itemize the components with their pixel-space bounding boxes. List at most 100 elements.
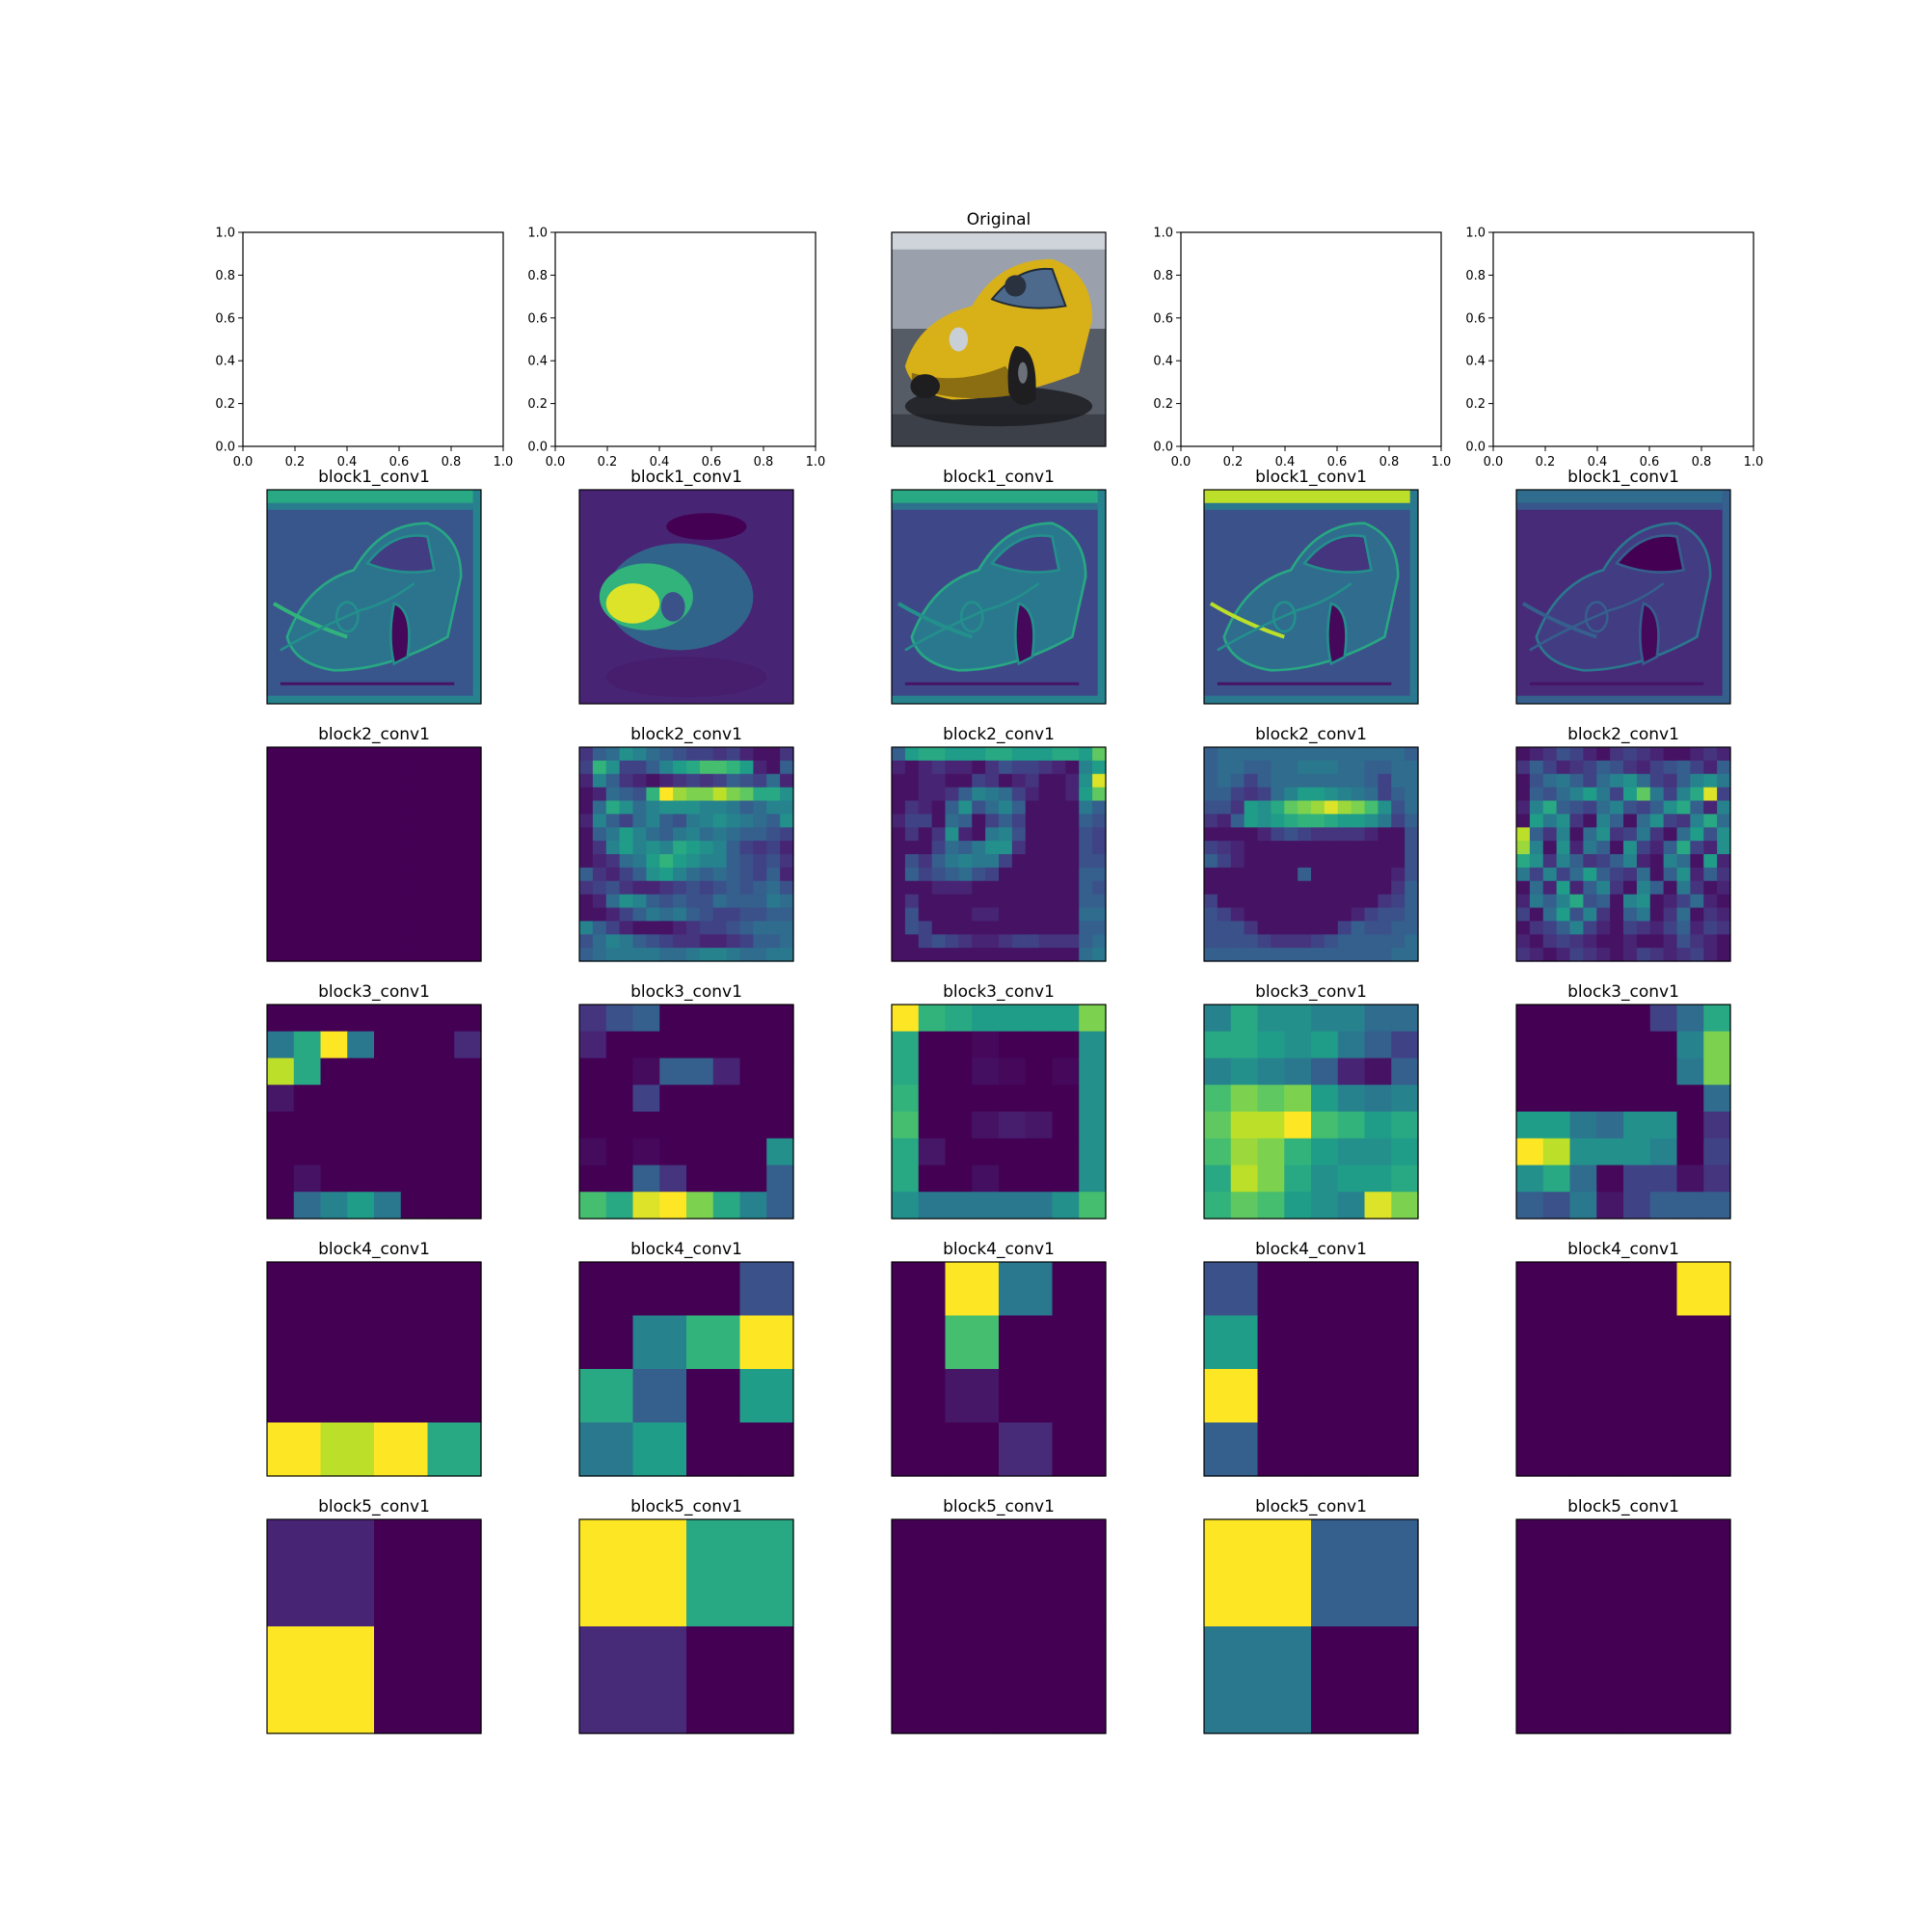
- heatmap-cell: [985, 948, 1000, 962]
- heatmap-cell: [726, 934, 741, 949]
- heatmap-cell: [1364, 814, 1379, 828]
- heatmap-cell: [739, 760, 754, 775]
- heatmap-cell: [1364, 867, 1379, 882]
- heatmap-cell: [1596, 1058, 1624, 1086]
- heatmap-cell: [1623, 1192, 1651, 1220]
- heatmap-cell: [1378, 787, 1392, 802]
- heatmap-cell: [1516, 787, 1531, 802]
- heatmap-cell: [931, 907, 947, 922]
- heatmap-cell: [1690, 921, 1704, 935]
- heatmap-cell: [374, 934, 388, 949]
- heatmap-cell: [1610, 854, 1624, 869]
- heatmap-cell: [632, 1369, 687, 1424]
- heatmap-cell: [1257, 800, 1272, 815]
- heatmap-cell: [1364, 827, 1379, 842]
- heatmap-cell: [1405, 814, 1419, 828]
- heatmap-cell: [427, 1422, 482, 1477]
- heatmap-cell: [1364, 1085, 1392, 1113]
- heatmap-cell: [904, 747, 920, 762]
- heatmap-cell: [592, 800, 607, 815]
- heatmap-cell: [267, 1031, 295, 1060]
- heatmap-cell: [699, 934, 714, 949]
- y-tick-label: 0.8: [527, 269, 548, 283]
- heatmap-cell: [1244, 880, 1259, 896]
- heatmap-cell: [454, 921, 469, 935]
- heatmap-cell: [686, 1031, 714, 1060]
- heatmap-cell: [918, 1138, 947, 1167]
- heatmap-cell: [646, 854, 660, 869]
- heatmap-cell: [892, 1085, 920, 1113]
- heatmap-cell: [931, 894, 947, 909]
- heatmap-cell: [347, 760, 362, 775]
- heatmap-cell: [361, 827, 375, 842]
- heatmap-cell: [1542, 787, 1558, 802]
- heatmap-cell: [766, 1165, 794, 1193]
- heatmap-cell: [1623, 880, 1638, 896]
- heatmap-cell: [1244, 934, 1259, 949]
- heatmap-cell: [579, 747, 594, 762]
- heatmap-29: [1516, 1519, 1731, 1734]
- panel-title: block3_conv1: [943, 982, 1055, 1002]
- heatmap-cell: [766, 814, 781, 828]
- heatmap-cell: [1230, 934, 1245, 949]
- panel-frame: [578, 746, 794, 962]
- heatmap-cell: [1569, 1085, 1597, 1113]
- heatmap-cell: [427, 1112, 455, 1140]
- heatmap-cell: [632, 747, 647, 762]
- heatmap-cell: [673, 934, 687, 949]
- heatmap-cell: [1516, 1192, 1544, 1220]
- heatmap-cell: [1690, 814, 1704, 828]
- heatmap-cell: [1610, 800, 1624, 815]
- heatmap-cell: [579, 867, 594, 882]
- heatmap-cell: [1311, 773, 1326, 789]
- heatmap-cell: [945, 1422, 1000, 1477]
- heatmap-cell: [1052, 1138, 1080, 1167]
- heatmap-cell: [632, 1165, 660, 1193]
- heatmap-cell: [1610, 760, 1624, 775]
- heatmap-cell: [931, 934, 947, 949]
- heatmap-cell: [985, 814, 1000, 828]
- heatmap-cell: [267, 787, 281, 802]
- heatmap-cell: [1257, 934, 1272, 949]
- heatmap-cell: [387, 773, 402, 789]
- photo-headlight: [949, 327, 969, 352]
- heatmap-cell: [468, 948, 482, 962]
- heatmap-cell: [1025, 1031, 1054, 1060]
- heatmap-cell: [1717, 747, 1731, 762]
- heatmap-cell: [1391, 867, 1406, 882]
- heatmap-cell: [267, 1165, 295, 1193]
- x-tick-label: 0.4: [337, 455, 358, 470]
- heatmap-cell: [1649, 934, 1665, 949]
- heatmap-cell: [361, 907, 375, 922]
- heatmap-cell: [1596, 1005, 1624, 1033]
- heatmap-cell: [766, 948, 781, 962]
- feature-band: [1516, 502, 1730, 510]
- heatmap-cell: [334, 934, 348, 949]
- heatmap-cell: [1092, 880, 1107, 896]
- heatmap-cell: [1391, 800, 1406, 815]
- heatmap-cell: [1703, 1085, 1731, 1113]
- heatmap-cell: [892, 1031, 920, 1060]
- heatmap-cell: [619, 841, 634, 855]
- heatmap-cell: [1052, 747, 1066, 762]
- heatmap-cell: [1623, 921, 1638, 935]
- heatmap-cell: [1079, 867, 1093, 882]
- heatmap-cell: [605, 921, 621, 935]
- heatmap-cell: [1676, 1315, 1731, 1370]
- heatmap-cell: [293, 787, 308, 802]
- heatmap-cell: [1569, 894, 1584, 909]
- heatmap-cell: [1271, 827, 1285, 842]
- heatmap-cell: [1351, 827, 1366, 842]
- heatmap-cell: [374, 827, 388, 842]
- heatmap-cell: [1569, 1031, 1597, 1060]
- x-tick-label: 0.6: [1640, 455, 1660, 470]
- heatmap-cell: [739, 787, 754, 802]
- heatmap-cell: [1311, 1422, 1366, 1477]
- heatmap-cell: [400, 867, 415, 882]
- heatmap-cell: [347, 787, 362, 802]
- heatmap-cell: [1623, 894, 1638, 909]
- heatmap-cell: [646, 747, 660, 762]
- feature-band: [1204, 502, 1418, 510]
- heatmap-cell: [1257, 1165, 1285, 1193]
- heatmap-cell: [1337, 907, 1352, 922]
